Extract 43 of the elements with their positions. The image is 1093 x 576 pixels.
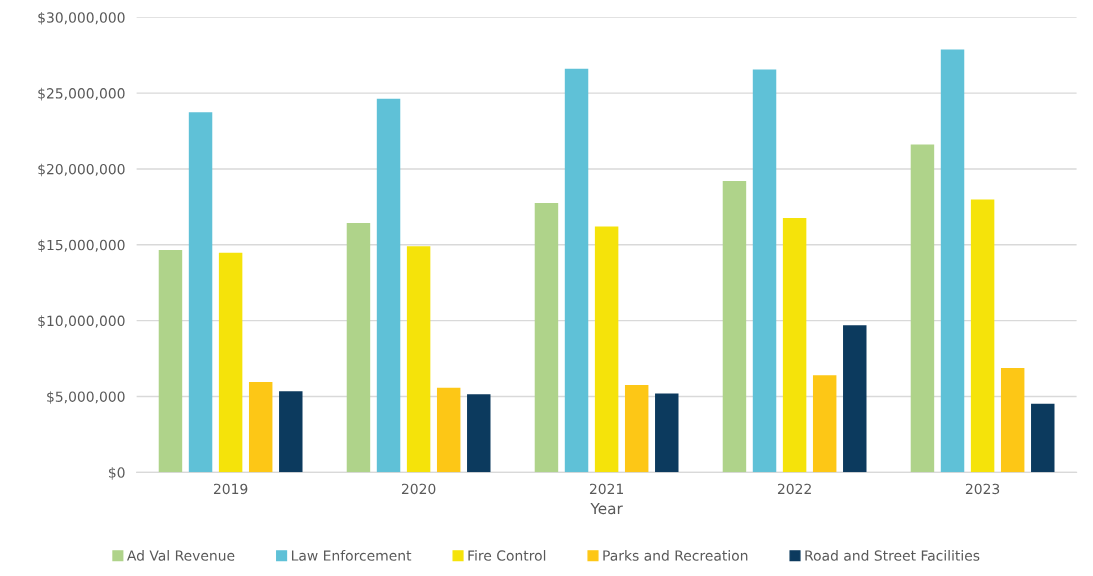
bar (376, 98, 401, 473)
x-tick-label: 2023 (965, 483, 1000, 495)
bar (910, 144, 935, 473)
bar (248, 382, 273, 473)
bar (534, 203, 559, 473)
x-tick-label: 2022 (777, 483, 811, 495)
y-tick-label: $20,000,000 (38, 163, 125, 177)
legend-label: Fire Control (468, 550, 546, 561)
bar (812, 375, 837, 473)
bar (158, 250, 183, 473)
y-tick-label: $5,000,000 (47, 391, 125, 404)
bar (406, 246, 431, 473)
bar (940, 49, 965, 473)
legend-label: Ad Val Revenue (126, 550, 235, 561)
legend-label: Parks and Recreation (603, 550, 748, 561)
bar (782, 217, 807, 473)
x-axis-title: Year (590, 502, 623, 515)
bar (564, 68, 589, 473)
y-tick-label: $25,000,000 (38, 87, 125, 101)
bar (1000, 367, 1025, 473)
bar (655, 393, 679, 473)
bar (970, 199, 995, 473)
x-tick-label: 2020 (401, 483, 436, 495)
legend-label: Road and Street Facilities (805, 550, 980, 561)
y-tick-label: $0 (108, 467, 125, 480)
x-tick-label: 2021 (589, 483, 624, 495)
legend-label: Law Enforcement (291, 550, 412, 561)
bar (1031, 403, 1055, 473)
bar (436, 387, 461, 473)
x-tick-label: 2019 (213, 483, 248, 495)
bar (594, 226, 619, 473)
bar (279, 391, 303, 473)
y-tick-label: $15,000,000 (38, 239, 125, 253)
bar (346, 223, 371, 473)
bar (624, 384, 649, 473)
bar (843, 325, 867, 473)
bar (722, 180, 747, 473)
bar (218, 252, 243, 473)
bar (188, 112, 213, 473)
bar (752, 69, 777, 473)
bar (467, 394, 491, 473)
y-tick-label: $10,000,000 (38, 315, 125, 328)
y-tick-label: $30,000,000 (38, 12, 125, 25)
